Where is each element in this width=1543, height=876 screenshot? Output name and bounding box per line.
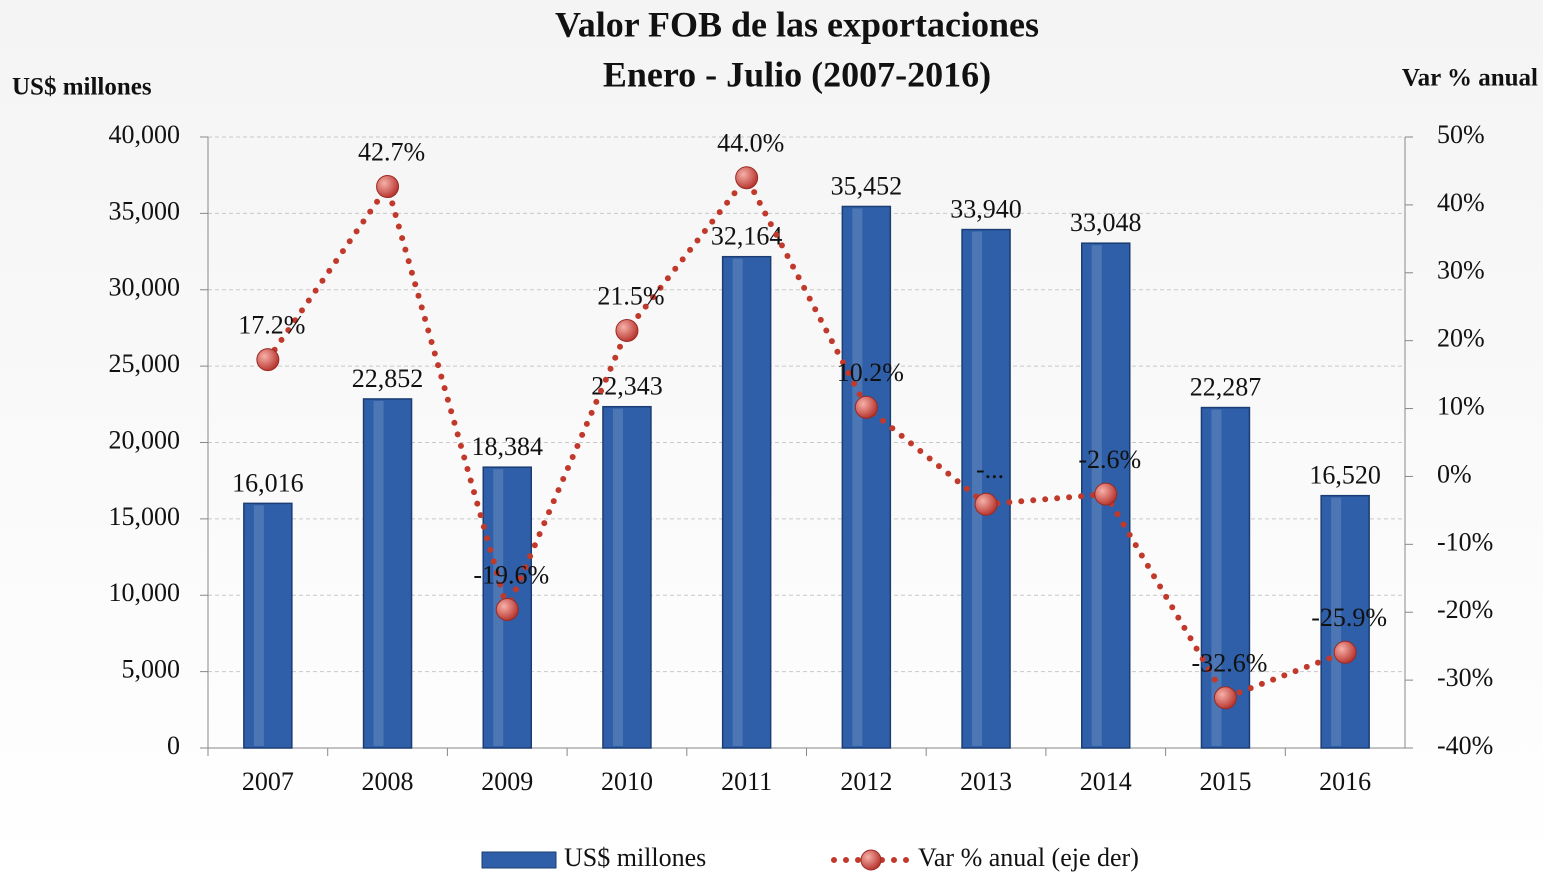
legend-swatch xyxy=(481,851,557,869)
line-point xyxy=(735,166,759,190)
y2-axis-label: Var % anual xyxy=(1402,65,1538,92)
line-value-label: -2.6% xyxy=(1078,445,1141,474)
line-point xyxy=(974,492,998,516)
bar-value-label: 22,852 xyxy=(352,364,424,393)
x-tick-label: 2009 xyxy=(481,767,533,796)
y2-tick-label: -10% xyxy=(1437,527,1493,556)
x-tick-label: 2008 xyxy=(362,767,414,796)
y-tick-label: 15,000 xyxy=(109,502,181,531)
y-tick-label: 20,000 xyxy=(109,425,181,454)
line-point xyxy=(615,318,639,342)
line-value-label: -32.6% xyxy=(1192,649,1268,678)
y-tick-label: 30,000 xyxy=(109,273,181,302)
line-value-label: 42.7% xyxy=(358,138,425,167)
bar xyxy=(362,398,413,749)
x-tick-label: 2012 xyxy=(840,767,892,796)
line-value-label: -19.6% xyxy=(473,560,549,589)
chart-title: Valor FOB de las exportaciones xyxy=(555,4,1039,44)
x-tick-label: 2013 xyxy=(960,767,1012,796)
line-value-label: 17.2% xyxy=(238,311,305,340)
line-point xyxy=(854,395,878,419)
bar xyxy=(841,205,892,749)
bar xyxy=(721,255,772,749)
x-tick-label: 2010 xyxy=(601,767,653,796)
y-tick-label: 25,000 xyxy=(109,349,181,378)
y2-tick-label: 20% xyxy=(1437,324,1485,353)
y-tick-label: 10,000 xyxy=(109,578,181,607)
bar-value-label: 35,452 xyxy=(831,171,903,200)
line xyxy=(264,172,1349,702)
legend-label: Var % anual (eje der) xyxy=(918,843,1139,872)
bar-shine xyxy=(732,258,743,746)
line-point xyxy=(1094,482,1118,506)
x-tick-label: 2016 xyxy=(1319,767,1371,796)
bar-value-label: 33,048 xyxy=(1070,208,1142,237)
legend-label: US$ millones xyxy=(564,843,706,872)
line-point xyxy=(1213,686,1237,710)
y2-tick-label: -40% xyxy=(1437,731,1493,760)
x-tick-label: 2015 xyxy=(1199,767,1251,796)
y2-tick-label: 10% xyxy=(1437,392,1485,421)
y2-tick-label: 50% xyxy=(1437,120,1485,149)
line-point xyxy=(495,598,519,622)
line-value-label: -... xyxy=(976,455,1004,484)
y2-tick-label: -30% xyxy=(1437,663,1493,692)
y-tick-label: 5,000 xyxy=(122,655,181,684)
bar-shine xyxy=(972,231,983,746)
bar-value-label: 33,940 xyxy=(950,195,1022,224)
legend-swatch xyxy=(860,849,882,871)
line-value-label: 44.0% xyxy=(717,129,784,158)
bar-value-label: 16,016 xyxy=(232,468,304,497)
bar xyxy=(1320,494,1370,749)
bar-value-label: 16,520 xyxy=(1309,461,1381,490)
bar-shine xyxy=(1331,497,1342,746)
y2-tick-label: 0% xyxy=(1437,459,1472,488)
bar xyxy=(961,228,1011,749)
line-point xyxy=(256,348,280,372)
bar-shine xyxy=(253,505,264,746)
x-tick-label: 2011 xyxy=(721,767,772,796)
bar-value-label: 22,287 xyxy=(1190,373,1262,402)
bar-value-label: 22,343 xyxy=(591,372,663,401)
bar-shine xyxy=(1211,409,1222,746)
bar xyxy=(243,502,293,749)
bar-shine xyxy=(612,408,623,746)
y-tick-label: 40,000 xyxy=(109,120,181,149)
bar-value-label: 18,384 xyxy=(472,432,544,461)
x-tick-label: 2014 xyxy=(1080,767,1132,796)
bar-shine xyxy=(852,208,863,746)
y-tick-label: 35,000 xyxy=(109,196,181,225)
chart-subtitle: Enero - Julio (2007-2016) xyxy=(603,54,991,94)
line-point xyxy=(376,175,400,199)
line-value-label: -25.9% xyxy=(1311,603,1387,632)
y-axis-label: US$ millones xyxy=(12,74,152,101)
x-tick-label: 2007 xyxy=(242,767,294,796)
bar xyxy=(602,405,652,749)
y-tick-label: 0 xyxy=(167,731,180,760)
y2-tick-label: 40% xyxy=(1437,188,1485,217)
bar-shine xyxy=(373,400,384,746)
line-value-label: 21.5% xyxy=(597,281,664,310)
line-point xyxy=(1333,640,1357,664)
y2-tick-label: -20% xyxy=(1437,595,1493,624)
y2-tick-label: 30% xyxy=(1437,256,1485,285)
line-value-label: 10.2% xyxy=(837,358,904,387)
